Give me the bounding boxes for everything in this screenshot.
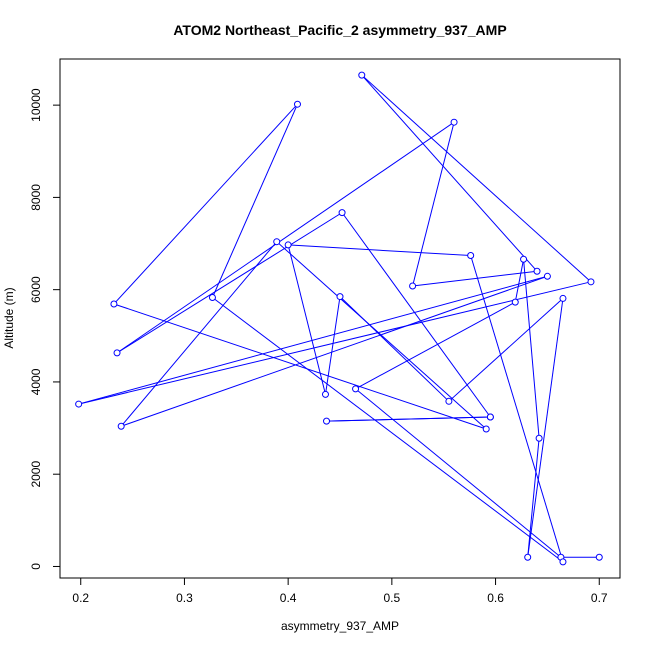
- data-point: [338, 209, 346, 217]
- series-segment: [523, 259, 540, 439]
- y-tick-label: 2000: [29, 461, 43, 488]
- data-point: [113, 349, 121, 357]
- y-axis: 0 2000 4000 6000 8000 10000: [29, 88, 61, 570]
- data-point: [284, 241, 292, 249]
- series-segment: [276, 241, 487, 430]
- series-segment: [412, 122, 455, 287]
- series-segment: [324, 296, 341, 395]
- data-point: [520, 255, 528, 263]
- series-segment: [78, 281, 592, 405]
- series-segment: [341, 212, 491, 418]
- data-point: [75, 400, 83, 408]
- series-segment: [448, 298, 564, 402]
- y-tick-label: 10000: [29, 88, 43, 122]
- y-tick-label: 8000: [29, 184, 43, 211]
- data-point: [293, 100, 301, 108]
- series-line: [78, 74, 600, 563]
- data-point: [533, 267, 541, 275]
- data-point: [559, 294, 567, 302]
- series-segment: [361, 74, 592, 283]
- y-tick-label: 0: [29, 563, 43, 570]
- series-segment: [355, 301, 516, 390]
- series-segment: [288, 244, 471, 257]
- data-point: [336, 293, 344, 301]
- x-tick-label: 0.5: [384, 591, 401, 605]
- data-point: [409, 282, 417, 290]
- y-axis-label: Altitude (m): [2, 287, 16, 348]
- data-point: [117, 422, 125, 430]
- data-point: [208, 294, 216, 302]
- data-point: [445, 397, 453, 405]
- series-segment: [116, 212, 343, 354]
- series-segment: [78, 275, 548, 405]
- data-point: [486, 413, 494, 421]
- series-segment: [113, 303, 487, 430]
- series-points: [75, 71, 603, 566]
- chart-title: ATOM2 Northeast_Pacific_2 asymmetry_937_…: [173, 22, 506, 38]
- series-segment: [527, 298, 564, 558]
- series-segment: [212, 297, 564, 563]
- series-segment: [527, 438, 540, 558]
- x-tick-label: 0.3: [176, 591, 193, 605]
- data-point: [524, 553, 532, 561]
- x-tick-label: 0.6: [487, 591, 504, 605]
- x-tick-label: 0.2: [72, 591, 89, 605]
- data-point: [587, 278, 595, 286]
- data-point: [352, 385, 360, 393]
- data-point: [535, 434, 543, 442]
- data-point: [511, 298, 519, 306]
- series-segment: [361, 74, 538, 272]
- data-point: [482, 425, 490, 433]
- series-segment: [287, 244, 326, 395]
- x-tick-label: 0.7: [591, 591, 608, 605]
- series-segment: [326, 416, 491, 422]
- data-point: [273, 238, 281, 246]
- data-point: [321, 390, 329, 398]
- y-tick-label: 6000: [29, 276, 43, 303]
- series-segment: [514, 259, 525, 303]
- x-axis: 0.2 0.3 0.4 0.5 0.6 0.7: [72, 577, 608, 605]
- x-axis-label: asymmetry_937_AMP: [281, 619, 399, 633]
- series-segment: [412, 270, 538, 287]
- series-segment: [355, 388, 562, 558]
- series-segment: [116, 121, 455, 354]
- series-segment: [120, 241, 278, 427]
- x-tick-label: 0.4: [280, 591, 297, 605]
- data-point: [543, 272, 551, 280]
- data-point: [559, 558, 567, 566]
- data-point: [110, 300, 118, 308]
- series-segment: [211, 104, 298, 298]
- data-point: [595, 553, 603, 561]
- plot-frame: [59, 58, 621, 579]
- data-point: [358, 71, 366, 79]
- series-segment: [121, 275, 548, 427]
- data-point: [467, 252, 475, 260]
- series-segment: [113, 103, 298, 305]
- data-point: [323, 417, 331, 425]
- data-point: [450, 118, 458, 126]
- y-tick-label: 4000: [29, 368, 43, 395]
